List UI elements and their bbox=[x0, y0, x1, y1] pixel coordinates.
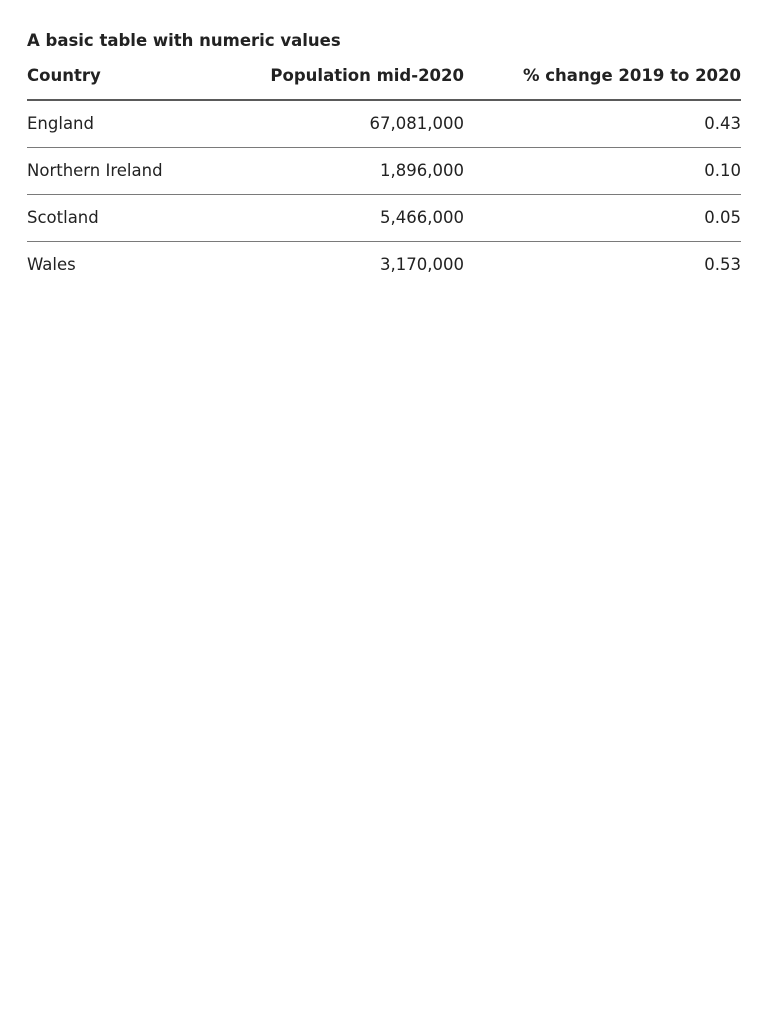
table-caption: A basic table with numeric values bbox=[27, 31, 341, 50]
cell-change: 0.05 bbox=[464, 194, 741, 242]
table-row: Northern Ireland 1,896,000 0.10 bbox=[27, 147, 741, 195]
population-table: Country Population mid-2020 % change 201… bbox=[27, 58, 741, 288]
header-population: Population mid-2020 bbox=[257, 58, 464, 101]
table-row: Wales 3,170,000 0.53 bbox=[27, 241, 741, 288]
header-row: Country Population mid-2020 % change 201… bbox=[27, 58, 741, 101]
cell-change: 0.53 bbox=[704, 255, 741, 275]
cell-change: 0.10 bbox=[464, 147, 741, 195]
numeric-table-container: A basic table with numeric values Countr… bbox=[27, 28, 741, 288]
cell-country: Northern Ireland bbox=[27, 147, 257, 195]
cell-country: Scotland bbox=[27, 194, 257, 242]
table-row: England 67,081,000 0.43 bbox=[27, 100, 741, 148]
cell-country: Wales bbox=[27, 255, 76, 275]
cell-population: 1,896,000 bbox=[257, 147, 464, 195]
cell-population: 67,081,000 bbox=[257, 100, 464, 148]
table-row: Scotland 5,466,000 0.05 bbox=[27, 194, 741, 242]
table-header: Country Population mid-2020 % change 201… bbox=[27, 58, 741, 101]
table-body: England 67,081,000 0.43 Northern Ireland… bbox=[27, 100, 741, 288]
header-country: Country bbox=[27, 58, 257, 101]
cell-country: England bbox=[27, 100, 257, 148]
cell-change: 0.43 bbox=[464, 100, 741, 148]
header-change: % change 2019 to 2020 bbox=[464, 58, 741, 101]
cell-population: 3,170,000 bbox=[380, 255, 464, 275]
cell-population: 5,466,000 bbox=[257, 194, 464, 242]
